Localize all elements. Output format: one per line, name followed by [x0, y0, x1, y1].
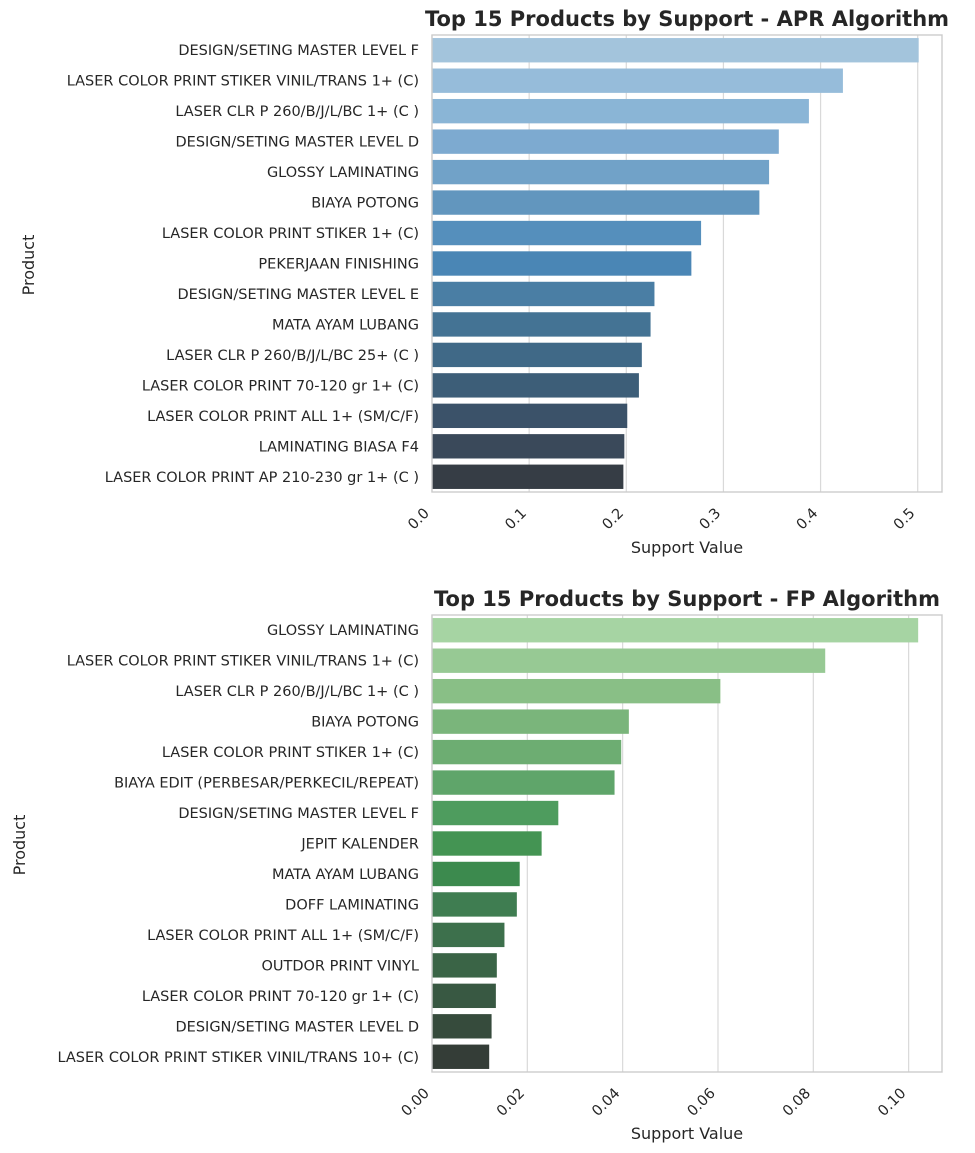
apr-category-label: BIAYA POTONG — [311, 196, 419, 212]
apr-bar — [432, 159, 770, 185]
fp-category-label: LASER COLOR PRINT STIKER VINIL/TRANS 1+ … — [67, 654, 419, 670]
apr-chart-title: Top 15 Products by Support - APR Algorit… — [425, 7, 949, 31]
apr-category-label: LAMINATING BIASA F4 — [259, 439, 419, 455]
apr-bar — [432, 312, 651, 337]
fp-bar — [432, 800, 559, 826]
apr-category-label: DESIGN/SETING MASTER LEVEL F — [178, 43, 419, 59]
apr-bar — [432, 373, 639, 398]
apr-bar — [432, 464, 624, 489]
apr-x-axis-label: Support Value — [631, 538, 743, 557]
fp-bar — [432, 709, 629, 734]
fp-category-label: OUTDOR PRINT VINYL — [261, 958, 419, 974]
fp-bar — [432, 678, 721, 704]
apr-category-label: DESIGN/SETING MASTER LEVEL D — [176, 135, 419, 151]
apr-bar — [432, 251, 692, 276]
apr-chart: Top 15 Products by Support - APR Algorit… — [19, 7, 949, 557]
fp-plot-frame — [431, 614, 943, 1073]
fp-x-axis-label: Support Value — [631, 1124, 743, 1143]
fp-category-label: DESIGN/SETING MASTER LEVEL D — [176, 1019, 419, 1035]
apr-category-label: LASER CLR P 260/B/J/L/BC 1+ (C ) — [175, 104, 419, 120]
fp-y-axis-label: Product — [10, 815, 29, 876]
fp-category-label: BIAYA POTONG — [311, 715, 419, 731]
apr-bar — [432, 98, 809, 124]
fp-category-label: JEPIT KALENDER — [300, 837, 419, 853]
apr-category-label: LASER COLOR PRINT ALL 1+ (SM/C/F) — [147, 409, 419, 425]
apr-bar — [432, 220, 702, 246]
apr-bar — [432, 403, 628, 429]
apr-bar — [432, 38, 919, 63]
fp-category-label: LASER COLOR PRINT 70-120 gr 1+ (C) — [142, 989, 419, 1005]
fp-bar — [432, 648, 826, 673]
apr-category-label: LASER COLOR PRINT STIKER VINIL/TRANS 1+ … — [67, 74, 419, 90]
apr-category-label: PEKERJAAN FINISHING — [258, 257, 419, 273]
apr-category-label: LASER CLR P 260/B/J/L/BC 25+ (C ) — [166, 348, 419, 364]
apr-bar — [432, 68, 843, 93]
fp-bar — [432, 983, 496, 1009]
apr-category-label: GLOSSY LAMINATING — [267, 165, 419, 181]
fp-category-label: LASER COLOR PRINT ALL 1+ (SM/C/F) — [147, 928, 419, 944]
fp-category-label: LASER CLR P 260/B/J/L/BC 1+ (C ) — [175, 684, 419, 700]
apr-y-axis-label: Product — [19, 235, 38, 296]
apr-category-label: MATA AYAM LUBANG — [272, 317, 419, 333]
fp-bar — [432, 618, 919, 643]
fp-chart-title: Top 15 Products by Support - FP Algorith… — [434, 587, 940, 611]
fp-bar — [432, 953, 497, 978]
fp-bar — [432, 770, 615, 795]
apr-bar — [432, 281, 655, 307]
fp-category-label: LASER COLOR PRINT STIKER VINIL/TRANS 10+… — [57, 1050, 419, 1066]
apr-bar — [432, 190, 760, 215]
fp-bar — [432, 892, 517, 917]
apr-category-label: LASER COLOR PRINT STIKER 1+ (C) — [162, 226, 419, 242]
fp-category-labels: GLOSSY LAMINATING LASER COLOR PRINT STIKE… — [57, 623, 419, 1066]
fp-bar — [432, 861, 520, 887]
apr-category-label: LASER COLOR PRINT 70-120 gr 1+ (C) — [142, 378, 419, 394]
fp-bar — [432, 922, 505, 948]
fp-category-label: DESIGN/SETING MASTER LEVEL F — [178, 806, 419, 822]
apr-category-labels: DESIGN/SETING MASTER LEVEL F LASER COLOR … — [67, 43, 419, 486]
fp-bar — [432, 831, 542, 856]
fp-category-label: GLOSSY LAMINATING — [267, 623, 419, 639]
fp-chart: Top 15 Products by Support - FP Algorith… — [10, 587, 943, 1143]
apr-bar — [432, 129, 779, 154]
apr-bar — [432, 434, 625, 459]
apr-category-label: DESIGN/SETING MASTER LEVEL E — [178, 287, 419, 303]
apr-bars — [432, 38, 919, 489]
fp-bars — [432, 618, 919, 1069]
apr-plot-frame — [431, 34, 943, 493]
fp-bar — [432, 1044, 490, 1069]
fp-category-label: BIAYA EDIT (PERBESAR/PERKECIL/REPEAT) — [114, 776, 419, 792]
fp-bar — [432, 1014, 492, 1039]
fp-bar — [432, 739, 622, 765]
fp-category-label: DOFF LAMINATING — [285, 897, 419, 913]
apr-bar — [432, 342, 642, 368]
fp-category-label: MATA AYAM LUBANG — [272, 867, 419, 883]
fp-category-label: LASER COLOR PRINT STIKER 1+ (C) — [162, 745, 419, 761]
apr-category-label: LASER COLOR PRINT AP 210-230 gr 1+ (C ) — [105, 470, 419, 486]
